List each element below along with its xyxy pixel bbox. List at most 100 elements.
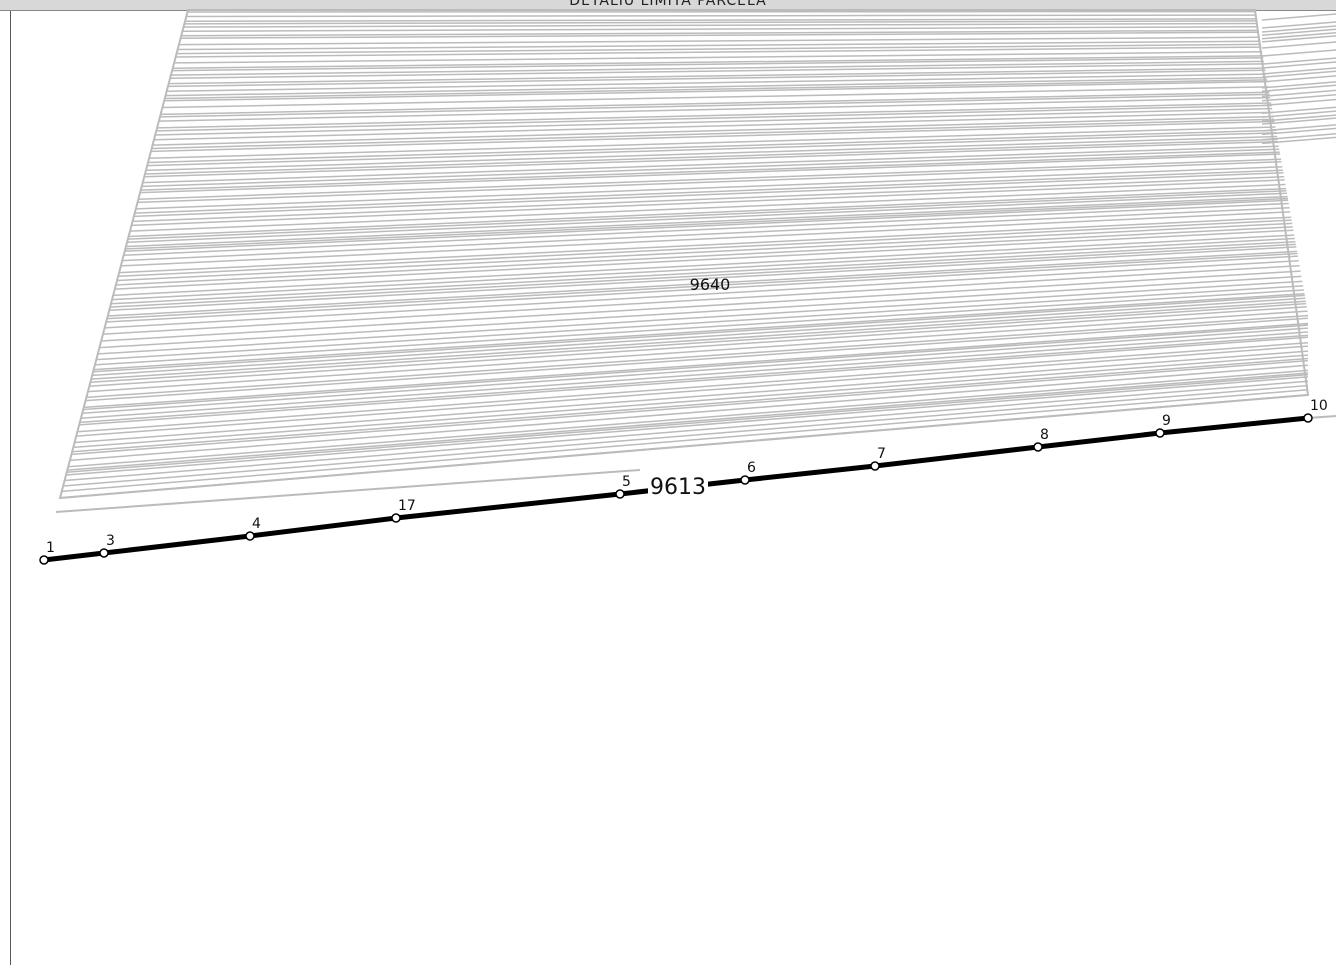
hatch-line: [86, 314, 1309, 399]
point-label: 1: [46, 540, 55, 556]
hatch-line: [66, 373, 1309, 473]
hatch-line: [172, 55, 1264, 69]
hatch-line: [82, 327, 1309, 415]
point-marker: [615, 489, 625, 499]
hatch-line: [96, 285, 1304, 361]
hatch-line: [1261, 133, 1336, 141]
hatch-line: [101, 270, 1301, 342]
hatch-line: [176, 43, 1262, 55]
point-label: 5: [622, 474, 631, 490]
hatch-line: [91, 300, 1306, 380]
hatch-line: [158, 96, 1271, 122]
hatch-line: [115, 226, 1293, 286]
hatch-line: [144, 140, 1278, 178]
point-label: 3: [106, 533, 115, 549]
hatch-line: [155, 107, 1273, 136]
hatch-line: [134, 169, 1283, 214]
point-marker: [740, 475, 750, 485]
hatch-line: [110, 241, 1296, 305]
hatch-line: [69, 364, 1309, 462]
point-label: 6: [747, 460, 756, 476]
hatch-line: [1261, 28, 1336, 36]
hatch-line: [97, 280, 1303, 355]
point-marker: [1155, 428, 1165, 438]
hatch-line: [1261, 35, 1336, 43]
hatch-line: [144, 138, 1278, 175]
hatch-line: [106, 252, 1298, 320]
hatch-line: [167, 69, 1266, 88]
hatch-line: [129, 183, 1286, 232]
hatch-line: [138, 158, 1282, 200]
hatch-line: [110, 243, 1296, 308]
hatch-line: [132, 176, 1285, 223]
parcel-label: 9640: [690, 275, 731, 294]
hatch-line: [76, 345, 1309, 437]
hatch-line: [1261, 81, 1336, 89]
hatch-line: [141, 148, 1280, 188]
hatch-line: [125, 195, 1288, 248]
boundary-line: [55, 469, 641, 513]
hatch-line: [174, 50, 1263, 64]
point-marker: [1033, 442, 1043, 452]
hatch-line: [123, 202, 1289, 256]
point-label: 9: [1162, 413, 1171, 429]
hatch-line: [118, 219, 1292, 278]
hatch-line: [67, 372, 1309, 471]
hatch-line: [159, 93, 1270, 118]
hatch-line: [165, 76, 1267, 97]
hatch-line: [168, 67, 1266, 85]
hatch-line: [83, 324, 1309, 411]
hatch-line: [1261, 13, 1336, 21]
hatch-line: [104, 260, 1299, 329]
hatch-line: [114, 229, 1294, 290]
parcel-outline: [58, 9, 1310, 500]
hatch-line: [172, 57, 1264, 72]
hatch-line: [93, 294, 1305, 373]
hatch-line: [61, 388, 1309, 493]
hatch-line: [87, 310, 1308, 393]
point-marker: [1303, 413, 1313, 423]
hatch-line: [127, 192, 1288, 243]
hatch-line: [92, 297, 1306, 377]
hatch-line: [63, 384, 1309, 487]
parcel-hatch: [58, 9, 1336, 500]
parcel-label: 9613: [650, 475, 706, 500]
hatch-line: [175, 46, 1262, 58]
hatch-line: [77, 342, 1309, 433]
hatch-line: [79, 334, 1309, 424]
title: DETALIU LIMITA PARCELA: [569, 0, 767, 9]
hatch-line: [125, 197, 1288, 250]
hatch-line: [119, 216, 1292, 274]
hatch-line: [135, 166, 1283, 210]
hatch-line: [133, 172, 1284, 218]
hatch-line: [156, 104, 1272, 132]
hatch-line: [137, 161, 1282, 204]
hatch-line: [140, 153, 1281, 194]
point-label: 7: [877, 446, 886, 462]
hatch-line: [182, 26, 1258, 33]
hatch-line: [117, 222, 1293, 282]
hatch-line: [124, 199, 1289, 252]
hatch-line: [1261, 98, 1336, 107]
hatch-line: [149, 126, 1276, 160]
hatch-line: [162, 86, 1269, 109]
hatch-line: [183, 22, 1258, 28]
hatch-line: [1261, 61, 1336, 69]
hatch-line: [109, 246, 1297, 312]
hatch-line: [106, 255, 1298, 323]
hatch-line: [1261, 49, 1336, 57]
hatch-line: [71, 359, 1309, 456]
hatch-line: [1261, 114, 1336, 122]
point-marker: [391, 513, 401, 523]
hatch-line: [170, 63, 1265, 80]
point-marker: [39, 555, 49, 565]
hatch-line: [185, 18, 1257, 23]
hatch-line: [131, 179, 1285, 227]
hatch-line: [73, 354, 1309, 449]
hatch-line: [145, 135, 1278, 172]
hatch-line: [68, 369, 1309, 468]
point-label: 17: [398, 498, 416, 514]
hatch-line: [166, 73, 1267, 92]
hatch-line: [79, 336, 1309, 426]
